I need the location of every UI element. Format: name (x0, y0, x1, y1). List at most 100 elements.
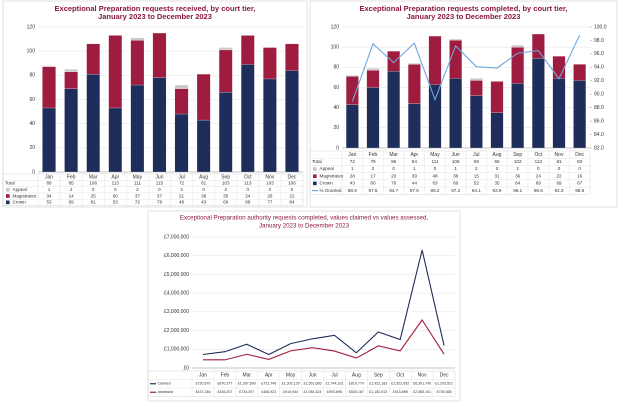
y-tick-label: £2,000,000 (164, 328, 189, 334)
x-tick-label: Aug (493, 152, 502, 158)
bar-segment (387, 71, 400, 149)
legend-label: Magistrates (320, 173, 344, 178)
x-tick-label: Oct (244, 174, 252, 180)
x-tick-label: Aug (199, 174, 208, 180)
table-value: £437,246 (195, 390, 210, 394)
bar-segment (218, 92, 233, 173)
x-tick-label: Apr (111, 174, 119, 180)
table-value: 98.8 (575, 188, 584, 193)
table-value: 15 (474, 173, 480, 178)
table-value: £1,922,183 (369, 382, 387, 386)
bar-segment (241, 35, 255, 65)
table-value: £903,696 (327, 390, 342, 394)
chart-title: Exceptional Preparation requests complet… (360, 4, 568, 13)
legend-swatch (313, 181, 317, 186)
bar-segment (470, 78, 483, 81)
table-value: £734,297 (239, 390, 254, 394)
y-tick-label: 120 (27, 24, 36, 30)
y-tick-label: 80 (29, 73, 35, 79)
table-value: 0 (434, 166, 437, 171)
bar-segment (263, 78, 277, 173)
x-tick-label: Mar (242, 373, 251, 379)
table-value: 115 (156, 181, 164, 186)
legend-swatch (6, 187, 10, 192)
table-value: 89.2 (431, 188, 440, 193)
series-line (202, 319, 445, 361)
bar-segment (218, 49, 233, 93)
table-value: 89 (536, 181, 542, 186)
bar-segment (152, 32, 167, 78)
table-value: 113 (244, 181, 252, 186)
legend-label: Assessed (158, 390, 174, 394)
y2-tick-label: 90.0 (594, 92, 604, 98)
table-value: £2,565,101 (413, 390, 431, 394)
bar-segment (64, 69, 78, 72)
table-value: 0 (392, 166, 395, 171)
x-tick-label: Oct (396, 373, 404, 379)
table-value: 53 (46, 200, 52, 205)
bar-segment (263, 47, 277, 80)
y-tick-label: 0 (336, 145, 339, 151)
table-value: £720,670 (195, 382, 210, 386)
x-tick-label: Mar (89, 174, 98, 180)
bar-segment (42, 66, 56, 109)
table-value: 77 (267, 200, 273, 205)
table-value: 69 (556, 181, 562, 186)
table-value: 67 (577, 181, 583, 186)
table-value: £915,898 (393, 390, 408, 394)
table-value: 48 (432, 173, 438, 178)
table-value: 96 (391, 159, 397, 164)
table-value: 0 (269, 187, 272, 192)
y-tick-label: 40 (29, 121, 35, 127)
table-value: 79 (370, 159, 376, 164)
table-value: 1 (351, 166, 354, 171)
bar-segment (174, 113, 189, 173)
bar-segment (408, 103, 421, 149)
table-value: 0 (537, 166, 540, 171)
bar-segment (490, 81, 504, 113)
table-value: £456,923 (261, 390, 276, 394)
x-tick-label: Nov (555, 152, 564, 158)
table-value: £1,203,521 (435, 382, 453, 386)
x-tick-label: Mar (389, 152, 398, 158)
table-value: 97.6 (410, 188, 419, 193)
table-value: 97.2 (451, 188, 460, 193)
table-value: 0 (92, 187, 95, 192)
table-value: 1 (413, 166, 416, 171)
table-value: 35 (494, 181, 500, 186)
bar-segment (346, 104, 359, 149)
table-value: 20 (391, 173, 397, 178)
bar-segment (285, 43, 299, 71)
x-tick-label: Jun (452, 152, 460, 158)
table-value: £6,301,796 (413, 382, 431, 386)
table-value: 111 (432, 159, 439, 164)
bar-segment (241, 64, 255, 173)
table-value: 69 (453, 181, 459, 186)
x-tick-label: Sep (374, 373, 383, 379)
panel (147, 210, 461, 402)
table-value: 93.9 (493, 188, 502, 193)
series-line (351, 34, 581, 102)
table-value: 24 (245, 193, 251, 198)
table-value: 43 (350, 181, 356, 186)
table-value: 17 (370, 173, 376, 178)
table-value: 94.7 (389, 188, 398, 193)
y-tick-label: 60 (333, 85, 339, 91)
table-value: 43 (201, 200, 207, 205)
y-tick-label: £0 (183, 365, 189, 371)
bar-segment (532, 33, 545, 59)
table-value: 0 (114, 187, 117, 192)
table-value: 66 (223, 200, 229, 205)
bar-segment (130, 37, 145, 41)
legend-label: Total (5, 181, 15, 186)
x-tick-label: Sep (221, 174, 230, 180)
table-value: £435,207 (217, 390, 232, 394)
table-value: 72 (179, 181, 185, 186)
table-value: 53 (113, 200, 119, 205)
table-value: 108 (452, 159, 460, 164)
y-tick-label: 20 (333, 125, 339, 131)
x-tick-label: May (133, 174, 143, 180)
legend-swatch (6, 200, 10, 205)
table-value: 36 (515, 173, 521, 178)
